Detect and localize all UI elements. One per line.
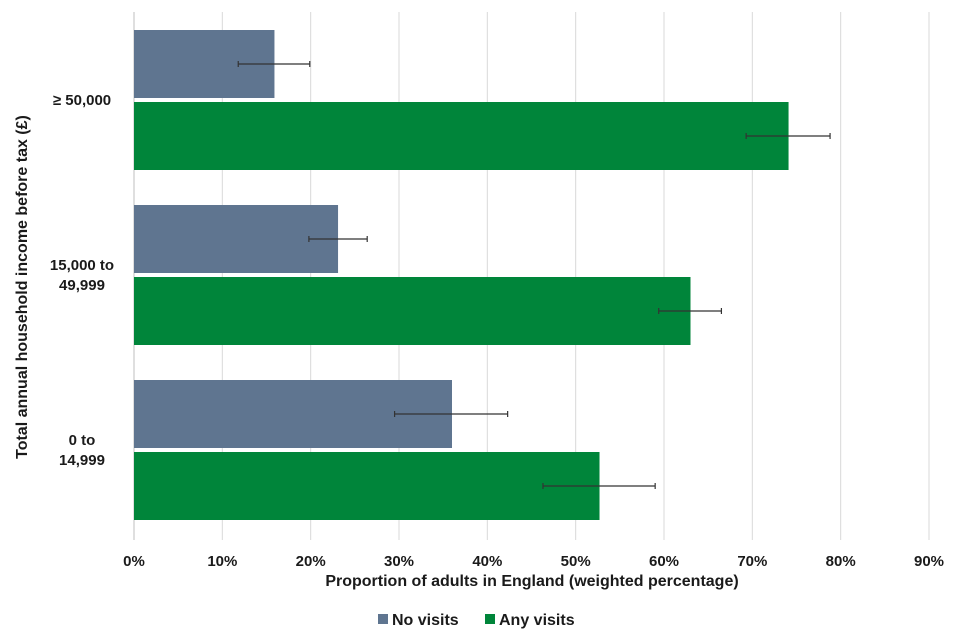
x-tick-label: 70%: [737, 553, 767, 570]
x-tick-labels: 0% 10% 20% 30% 40% 50% 60% 70% 80% 90%: [123, 553, 944, 570]
legend-swatch: [378, 614, 388, 624]
y-tick-label: 0 to 14,999: [59, 432, 105, 469]
bar-any-visits: [134, 452, 600, 520]
legend-label: Any visits: [499, 612, 575, 629]
error-bars: [237, 61, 831, 489]
error-bar: [658, 308, 723, 314]
x-tick-label: 40%: [472, 553, 502, 570]
bar-any-visits: [134, 102, 789, 170]
legend: No visits Any visits: [378, 612, 575, 629]
error-bar: [237, 61, 311, 67]
legend-item: Any visits: [485, 612, 575, 629]
bars: [134, 30, 789, 520]
bar-any-visits: [134, 277, 691, 345]
legend-swatch: [485, 614, 495, 624]
x-tick-label: 10%: [207, 553, 237, 570]
x-tick-label: 60%: [649, 553, 679, 570]
bar-no-visits: [134, 205, 339, 273]
y-tick-label: ≥ 50,000: [53, 92, 111, 109]
y-axis-title: Total annual household income before tax…: [14, 115, 31, 459]
legend-label: No visits: [392, 612, 459, 629]
x-tick-label: 90%: [914, 553, 944, 570]
error-bar: [542, 483, 656, 489]
legend-item: No visits: [378, 612, 459, 629]
y-tick-label: 15,000 to 49,999: [50, 257, 114, 294]
error-bar: [308, 236, 368, 242]
x-axis-title: Proportion of adults in England (weighte…: [325, 573, 738, 590]
error-bar: [745, 133, 831, 139]
x-tick-label: 30%: [384, 553, 414, 570]
error-bar: [393, 411, 509, 417]
x-tick-label: 50%: [561, 553, 591, 570]
grid-lines: [133, 12, 930, 540]
x-tick-label: 0%: [123, 553, 145, 570]
y-tick-labels: ≥ 50,000 15,000 to 49,999 0 to 14,999: [50, 92, 114, 469]
x-tick-label: 80%: [826, 553, 856, 570]
x-tick-label: 20%: [296, 553, 326, 570]
